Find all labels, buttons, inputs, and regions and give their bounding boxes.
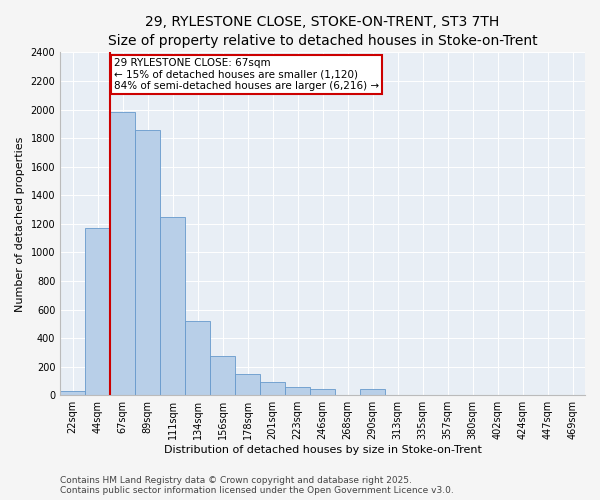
Bar <box>235 374 260 395</box>
Bar <box>360 390 385 395</box>
Bar <box>110 112 135 395</box>
Bar <box>60 391 85 395</box>
Bar <box>260 382 285 395</box>
Y-axis label: Number of detached properties: Number of detached properties <box>15 136 25 312</box>
Title: 29, RYLESTONE CLOSE, STOKE-ON-TRENT, ST3 7TH
Size of property relative to detach: 29, RYLESTONE CLOSE, STOKE-ON-TRENT, ST3… <box>108 15 538 48</box>
X-axis label: Distribution of detached houses by size in Stoke-on-Trent: Distribution of detached houses by size … <box>164 445 482 455</box>
Bar <box>160 216 185 395</box>
Bar <box>210 356 235 395</box>
Bar <box>85 228 110 395</box>
Bar <box>285 386 310 395</box>
Text: Contains HM Land Registry data © Crown copyright and database right 2025.
Contai: Contains HM Land Registry data © Crown c… <box>60 476 454 495</box>
Bar <box>185 321 210 395</box>
Text: 29 RYLESTONE CLOSE: 67sqm
← 15% of detached houses are smaller (1,120)
84% of se: 29 RYLESTONE CLOSE: 67sqm ← 15% of detac… <box>114 58 379 92</box>
Bar <box>310 390 335 395</box>
Bar <box>135 130 160 395</box>
